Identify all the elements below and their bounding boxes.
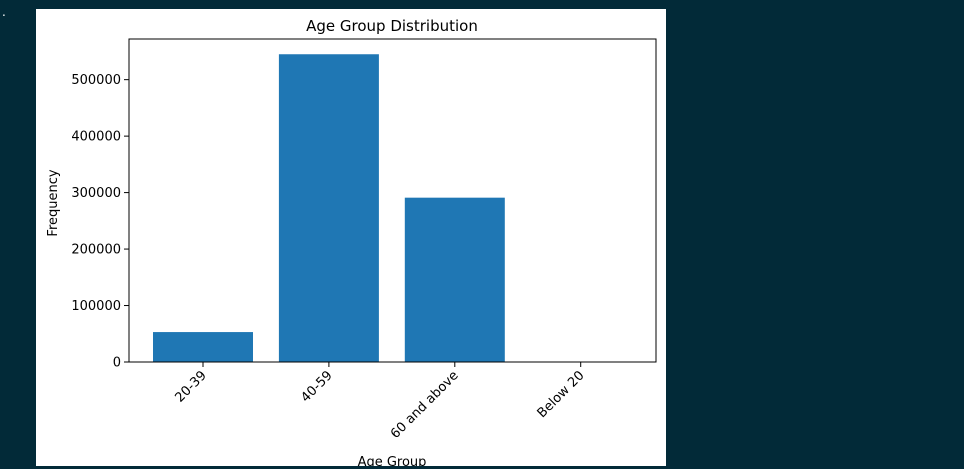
y-tick-label: 400000: [71, 130, 121, 145]
bar-60-and-above: [404, 197, 505, 362]
y-tick-label: 300000: [71, 186, 121, 201]
x-tick-label: 40-59: [298, 368, 335, 405]
bar-20-39: [153, 332, 253, 362]
y-tick-label: 100000: [71, 299, 121, 314]
chart-title: Age Group Distribution: [306, 17, 478, 35]
y-tick-label: 500000: [71, 73, 121, 88]
x-axis-ticks: 20-39 40-59 60 and above Below 20: [173, 362, 588, 442]
x-tick-label: Below 20: [535, 368, 588, 421]
output-marker: .: [2, 5, 6, 19]
y-axis-label: Frequency: [46, 169, 61, 236]
bar-40-59: [278, 54, 379, 363]
y-tick-label: 0: [113, 356, 121, 371]
chart-figure: Age Group Distribution 20-39 40-59 60 and …: [36, 9, 666, 469]
y-tick-label: 200000: [71, 243, 121, 258]
x-axis-label: Age Group: [358, 455, 427, 466]
y-axis-ticks: 0 100000 200000 300000 400000 500000: [71, 73, 129, 371]
x-tick-label: 20-39: [173, 368, 210, 405]
bars: [153, 54, 631, 363]
bar-chart: Age Group Distribution 20-39 40-59 60 and …: [46, 17, 657, 469]
plot-frame: [128, 38, 657, 363]
x-tick-label: 60 and above: [388, 368, 462, 442]
